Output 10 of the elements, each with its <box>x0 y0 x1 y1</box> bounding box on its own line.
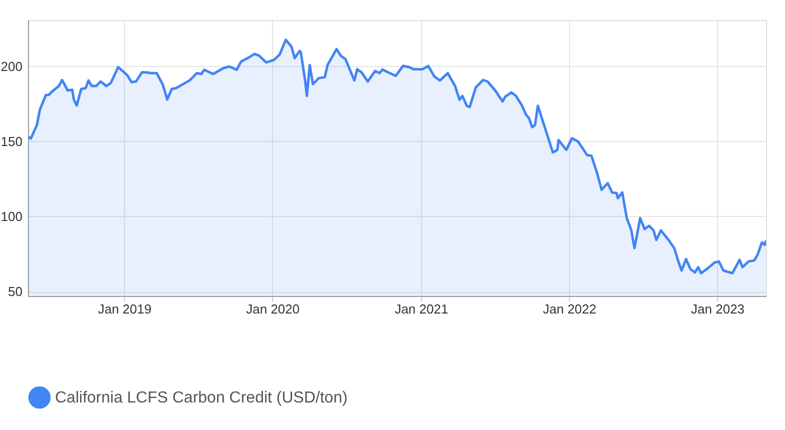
x-tick-label: Jan 2020 <box>246 302 300 316</box>
x-tick-label: Jan 2023 <box>691 302 745 316</box>
y-tick-label: 150 <box>0 134 22 149</box>
x-tick-label: Jan 2019 <box>98 302 152 316</box>
x-tick-label: Jan 2022 <box>542 302 596 316</box>
y-tick-label: 50 <box>8 284 22 299</box>
y-tick-label: 200 <box>0 59 22 74</box>
y-tick-label: 100 <box>0 209 22 224</box>
x-tick-label: Jan 2021 <box>394 302 448 316</box>
legend-label: California LCFS Carbon Credit (USD/ton) <box>55 390 348 406</box>
